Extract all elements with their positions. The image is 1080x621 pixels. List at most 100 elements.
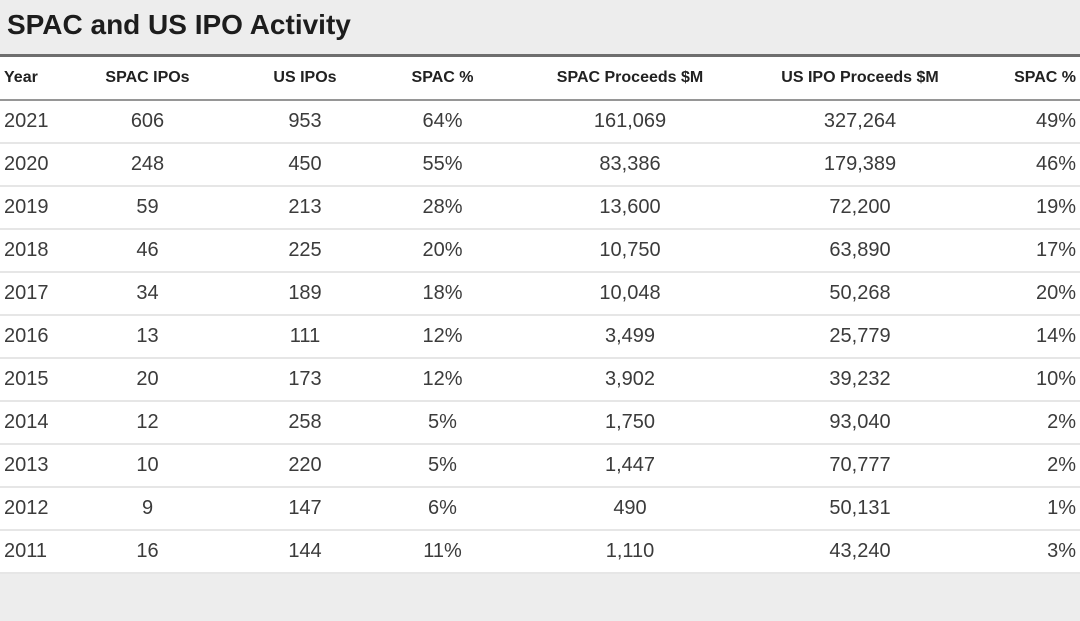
table-cell: 248 xyxy=(85,143,210,187)
table-cell: 11% xyxy=(400,530,485,574)
table-cell: 111 xyxy=(210,315,400,359)
table-cell: 13 xyxy=(85,315,210,359)
table-row: 2017 34 189 18% 10,048 50,268 20% xyxy=(0,272,1080,316)
table-cell: 2% xyxy=(945,444,1080,488)
table-cell: 3,902 xyxy=(485,358,775,402)
table-cell: 2020 xyxy=(0,143,85,187)
table-cell: 83,386 xyxy=(485,143,775,187)
table-cell: 20% xyxy=(400,229,485,273)
table-row: 2012 9 147 6% 490 50,131 1% xyxy=(0,487,1080,531)
table-cell: 39,232 xyxy=(775,358,945,402)
table-row: 2018 46 225 20% 10,750 63,890 17% xyxy=(0,229,1080,273)
table-cell: 50,131 xyxy=(775,487,945,531)
table-cell: 12% xyxy=(400,358,485,402)
table-cell: 63,890 xyxy=(775,229,945,273)
table-cell: 18% xyxy=(400,272,485,316)
table-cell: 10 xyxy=(85,444,210,488)
column-header: SPAC IPOs xyxy=(105,69,190,87)
table-cell: 13,600 xyxy=(485,186,775,230)
table-cell: 49% xyxy=(945,100,1080,144)
table-cell: 72,200 xyxy=(775,186,945,230)
table-cell: 50,268 xyxy=(775,272,945,316)
column-header: Year xyxy=(4,69,38,87)
table-cell: 2014 xyxy=(0,401,85,445)
table-cell: 5% xyxy=(400,401,485,445)
table-cell: 55% xyxy=(400,143,485,187)
table-cell: 147 xyxy=(210,487,400,531)
table-cell: 34 xyxy=(85,272,210,316)
table-cell: 189 xyxy=(210,272,400,316)
table-cell: 43,240 xyxy=(775,530,945,574)
table-cell: 3% xyxy=(945,530,1080,574)
table-cell: 16 xyxy=(85,530,210,574)
table-cell: 12% xyxy=(400,315,485,359)
table-cell: 220 xyxy=(210,444,400,488)
title-bar: SPAC and US IPO Activity xyxy=(0,0,1080,58)
table-cell: 93,040 xyxy=(775,401,945,445)
table-cell: 179,389 xyxy=(775,143,945,187)
table-cell: 225 xyxy=(210,229,400,273)
table-cell: 10% xyxy=(945,358,1080,402)
table-cell: 28% xyxy=(400,186,485,230)
table-cell: 46% xyxy=(945,143,1080,187)
page-title: SPAC and US IPO Activity xyxy=(7,9,351,40)
table-cell: 9 xyxy=(85,487,210,531)
table-cell: 1,447 xyxy=(485,444,775,488)
table-cell: 2012 xyxy=(0,487,85,531)
column-header: US IPO Proceeds $M xyxy=(781,69,939,87)
table-cell: 20 xyxy=(85,358,210,402)
table-row: 2013 10 220 5% 1,447 70,777 2% xyxy=(0,444,1080,488)
table-cell: 144 xyxy=(210,530,400,574)
table-cell: 490 xyxy=(485,487,775,531)
table-cell: 2013 xyxy=(0,444,85,488)
table-cell: 20% xyxy=(945,272,1080,316)
table-row: 2021 606 953 64% 161,069 327,264 49% xyxy=(0,100,1080,144)
table-row: 2016 13 111 12% 3,499 25,779 14% xyxy=(0,315,1080,359)
table-cell: 59 xyxy=(85,186,210,230)
table-cell: 17% xyxy=(945,229,1080,273)
table-cell: 1% xyxy=(945,487,1080,531)
table-cell: 450 xyxy=(210,143,400,187)
table-cell: 258 xyxy=(210,401,400,445)
table-cell: 46 xyxy=(85,229,210,273)
column-header: SPAC % xyxy=(1014,69,1076,87)
table-row: 2011 16 144 11% 1,110 43,240 3% xyxy=(0,530,1080,574)
table-row: 2015 20 173 12% 3,902 39,232 10% xyxy=(0,358,1080,402)
table-cell: 2017 xyxy=(0,272,85,316)
table-cell: 64% xyxy=(400,100,485,144)
table-cell: 19% xyxy=(945,186,1080,230)
table-body: 2021 606 953 64% 161,069 327,264 49% 2020 248 450… xyxy=(0,100,1080,574)
table-cell: 1,750 xyxy=(485,401,775,445)
table-cell: 2015 xyxy=(0,358,85,402)
table-row: 2020 248 450 55% 83,386 179,389 46% xyxy=(0,143,1080,187)
table-cell: 606 xyxy=(85,100,210,144)
table-cell: 2011 xyxy=(0,530,85,574)
table-cell: 1,110 xyxy=(485,530,775,574)
table-cell: 2021 xyxy=(0,100,85,144)
header-row: Year SPAC IPOs US IPOs SPAC % SPAC Proceeds … xyxy=(0,57,1080,101)
table-cell: 12 xyxy=(85,401,210,445)
table-cell: 327,264 xyxy=(775,100,945,144)
table-cell: 953 xyxy=(210,100,400,144)
table-cell: 3,499 xyxy=(485,315,775,359)
table-cell: 2% xyxy=(945,401,1080,445)
table-cell: 25,779 xyxy=(775,315,945,359)
table-cell: 2019 xyxy=(0,186,85,230)
table-cell: 5% xyxy=(400,444,485,488)
table-cell: 161,069 xyxy=(485,100,775,144)
column-header: SPAC % xyxy=(411,69,474,87)
column-header: SPAC Proceeds $M xyxy=(556,69,704,87)
table-cell: 213 xyxy=(210,186,400,230)
table-cell: 2016 xyxy=(0,315,85,359)
table-row: 2014 12 258 5% 1,750 93,040 2% xyxy=(0,401,1080,445)
table-cell: 70,777 xyxy=(775,444,945,488)
table-cell: 14% xyxy=(945,315,1080,359)
spac-ipo-table: Year SPAC IPOs US IPOs SPAC % SPAC Proceeds … xyxy=(0,57,1080,575)
table-cell: 173 xyxy=(210,358,400,402)
column-header: US IPOs xyxy=(273,69,337,87)
table-cell: 6% xyxy=(400,487,485,531)
table-cell: 10,048 xyxy=(485,272,775,316)
table-row: 2019 59 213 28% 13,600 72,200 19% xyxy=(0,186,1080,230)
table-cell: 2018 xyxy=(0,229,85,273)
table-cell: 10,750 xyxy=(485,229,775,273)
